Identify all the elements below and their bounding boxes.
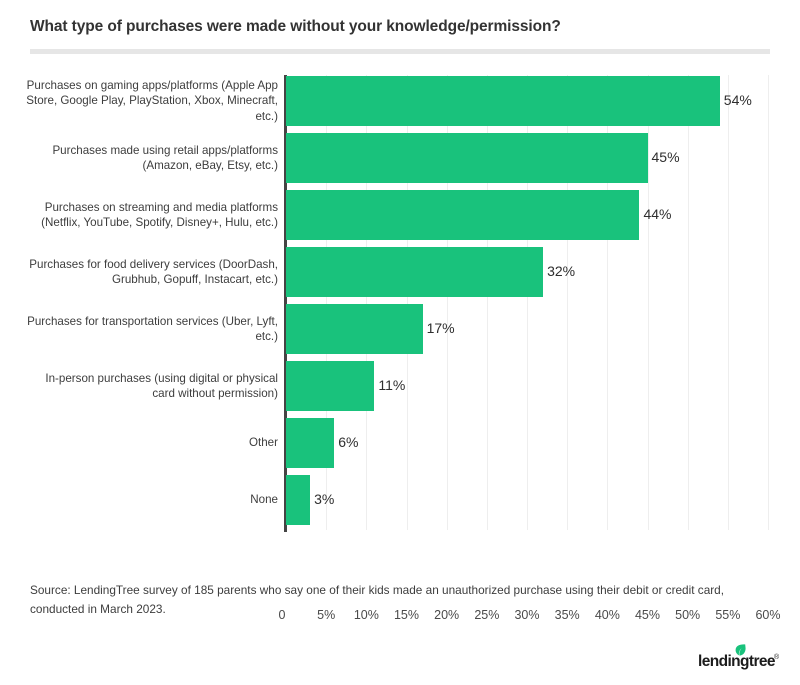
- y-axis-line: [284, 75, 287, 532]
- logo-trademark: ®: [774, 654, 780, 661]
- bar[interactable]: [286, 190, 640, 240]
- x-axis-tick-label: 15%: [393, 608, 420, 622]
- bar-value-label: 11%: [378, 377, 406, 393]
- bar-row: None 3%: [0, 475, 800, 525]
- bar-row: In-person purchases (using digital or ph…: [0, 361, 800, 411]
- category-label: Purchases for transportation services (U…: [27, 314, 278, 344]
- gridline: [768, 75, 769, 530]
- bar-value-label: 44%: [643, 206, 672, 222]
- category-label: Purchases for food delivery services (Do…: [29, 257, 278, 287]
- bar-value-label: 45%: [651, 149, 680, 165]
- bar-chart: Purchases on gaming apps/platforms (Appl…: [0, 70, 800, 622]
- bar-value-label: 17%: [426, 320, 455, 336]
- bar-value-label: 3%: [314, 491, 335, 507]
- bar[interactable]: [286, 418, 335, 468]
- x-axis-tick-label: 50%: [675, 608, 701, 622]
- x-axis-tick-label: 25%: [474, 608, 500, 622]
- source-note: Source: LendingTree survey of 185 parent…: [30, 583, 725, 616]
- gridline: [446, 75, 448, 530]
- logo-wordmark: lendingtree: [698, 653, 776, 670]
- gridline: [567, 75, 569, 530]
- category-label: In-person purchases (using digital or ph…: [45, 371, 278, 401]
- x-axis-tick-label: 5%: [317, 608, 336, 622]
- category-label: Purchases made using retail apps/platfor…: [52, 143, 278, 173]
- bar-row: Purchases made using retail apps/platfor…: [0, 133, 800, 183]
- bar[interactable]: [286, 304, 423, 354]
- bar-row: Purchases for transportation services (U…: [0, 304, 800, 354]
- gridline: [607, 75, 609, 530]
- lendingtree-logo: lendingtree ®: [698, 644, 780, 673]
- x-axis-tick-label: 10%: [353, 608, 379, 622]
- bar[interactable]: [286, 133, 648, 183]
- category-label: Purchases on gaming apps/platforms (Appl…: [26, 78, 278, 123]
- bar-row: Other 6%: [0, 418, 800, 468]
- bar-row: Purchases on gaming apps/platforms (Appl…: [0, 76, 800, 126]
- bar[interactable]: [286, 76, 720, 126]
- bar-row: Purchases on streaming and media platfor…: [0, 190, 800, 240]
- x-axis-tick-label: 60%: [755, 608, 781, 622]
- bar-row: Purchases for food delivery services (Do…: [0, 247, 800, 297]
- x-axis-tick-label: 45%: [634, 608, 661, 622]
- gridline: [687, 75, 689, 530]
- category-label: Purchases on streaming and media platfor…: [41, 200, 278, 230]
- bar[interactable]: [286, 361, 375, 411]
- x-axis-tick-label: 35%: [554, 608, 580, 622]
- x-axis-ticks: 0 5% 10% 15% 20% 25% 30% 35% 40% 45% 50% 55% 60%: [0, 608, 800, 628]
- bar-value-label: 54%: [723, 92, 752, 108]
- bar[interactable]: [286, 475, 311, 525]
- x-axis-tick-label: 30%: [514, 608, 540, 622]
- bar-value-label: 6%: [338, 434, 359, 450]
- gridline: [366, 75, 368, 530]
- x-axis-tick-label: 55%: [715, 608, 741, 622]
- plot-gridlines: [286, 75, 769, 530]
- gridline: [326, 75, 328, 530]
- page-title: What type of purchases were made without…: [30, 18, 561, 35]
- gridline: [647, 75, 649, 530]
- gridline: [406, 75, 408, 530]
- x-axis-tick-label: 40%: [594, 608, 620, 622]
- bar-value-label: 32%: [547, 263, 576, 279]
- x-axis-tick-label: 0: [278, 608, 286, 622]
- gridline: [527, 75, 528, 530]
- gridline: [727, 75, 729, 530]
- bar[interactable]: [286, 247, 544, 297]
- title-divider: [30, 49, 770, 54]
- category-label: Other: [249, 436, 278, 449]
- leaf-icon: [735, 644, 746, 656]
- gridline: [486, 75, 488, 530]
- category-label: None: [250, 493, 278, 506]
- x-axis-tick-label: 20%: [434, 608, 460, 622]
